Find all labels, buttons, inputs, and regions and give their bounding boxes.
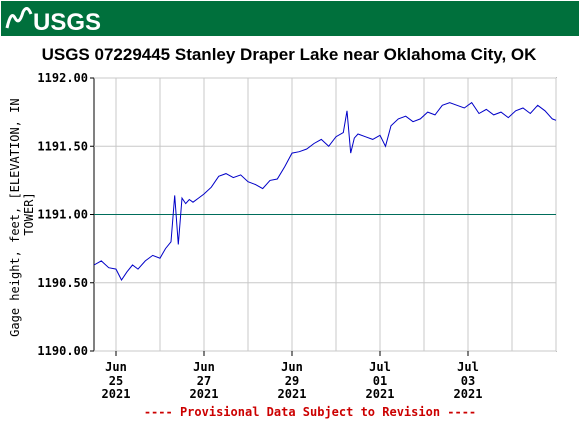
x-tick-month: Jun: [193, 360, 215, 374]
usgs-logo-wave-icon: [5, 7, 33, 29]
y-axis-label-line1: Gage height, feet, [ELEVATION, IN: [8, 98, 22, 336]
y-tick-label: 1192.00: [37, 71, 88, 85]
series-line: [93, 101, 557, 281]
provisional-note: ---- Provisional Data Subject to Revisio…: [144, 405, 476, 419]
x-tick-day: 25: [109, 374, 123, 388]
y-tick-label: 1190.00: [37, 344, 88, 358]
x-tick-month: Jun: [105, 360, 127, 374]
x-tick-year: 2021: [454, 387, 483, 401]
x-tick-month: Jul: [369, 360, 391, 374]
y-tick-label: 1190.50: [37, 276, 88, 290]
x-tick-day: 29: [285, 374, 299, 388]
y-tick-label: 1191.50: [37, 139, 88, 153]
x-tick-day: 27: [197, 374, 211, 388]
header-bar: [1, 1, 579, 36]
x-tick-day: 03: [461, 374, 475, 388]
y-tick-label: 1191.00: [37, 208, 88, 222]
x-tick-year: 2021: [190, 387, 219, 401]
x-tick-day: 01: [373, 374, 387, 388]
y-axis-label-line2: TOWER]: [22, 192, 36, 235]
x-tick-month: Jul: [457, 360, 479, 374]
x-tick-month: Jun: [281, 360, 303, 374]
y-tick-labels: 1190.00 1190.50 1191.00 1191.50 1192.00: [37, 71, 88, 358]
chart-title: USGS 07229445 Stanley Draper Lake near O…: [42, 45, 538, 64]
x-tick-year: 2021: [102, 387, 131, 401]
y-axis-label: Gage height, feet, [ELEVATION, IN TOWER]: [8, 91, 36, 337]
x-tick-year: 2021: [366, 387, 395, 401]
x-tick-year: 2021: [278, 387, 307, 401]
x-tick-labels: Jun252021Jun272021Jun292021Jul012021Jul0…: [102, 360, 483, 401]
usgs-logo: USGS: [5, 7, 101, 36]
usgs-logo-text: USGS: [33, 9, 101, 36]
